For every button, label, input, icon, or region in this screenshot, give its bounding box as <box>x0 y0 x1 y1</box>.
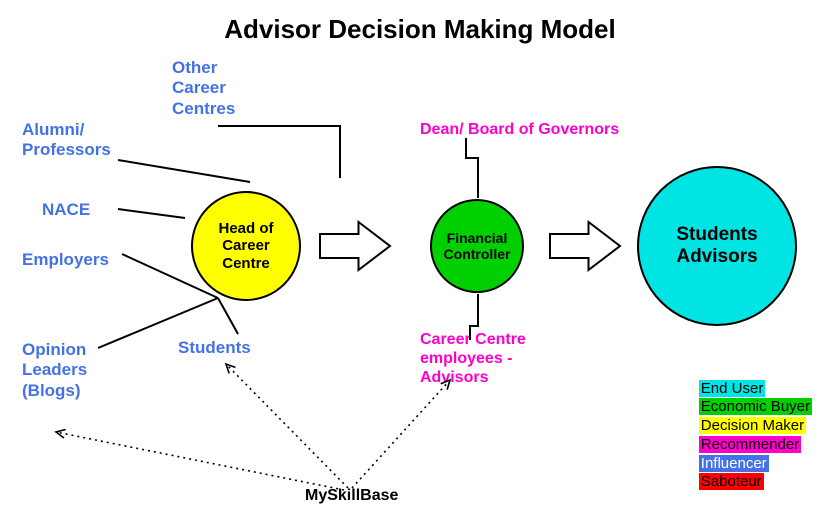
label-cc-employees: Career Centre employees - Advisors <box>420 330 526 388</box>
legend-tag: Recommender <box>699 436 801 453</box>
arrow-2 <box>550 222 620 270</box>
diagram-stage: Advisor Decision Making Model Head of Ca… <box>0 0 840 530</box>
legend-row: Recommender <box>699 436 812 455</box>
dot-to-ccemp <box>352 380 450 488</box>
dot-to-opinion <box>56 432 344 490</box>
economic-buyer-label: Financial Controller <box>432 224 522 268</box>
legend-tag: End User <box>699 380 766 397</box>
label-dean-board: Dean/ Board of Governors <box>420 120 619 139</box>
arrow-1 <box>320 222 390 270</box>
legend: End UserEconomic Buyer Decision Maker Reco… <box>699 380 812 493</box>
legend-tag: Saboteur <box>699 473 764 490</box>
label-nace: NACE <box>42 200 90 220</box>
line-alumni <box>118 160 250 182</box>
legend-row: End User <box>699 380 812 399</box>
label-other-career-centres: Other Career Centres <box>172 58 235 119</box>
page-title: Advisor Decision Making Model <box>0 14 840 45</box>
legend-row: Saboteur <box>699 473 812 492</box>
end-user-circle: Students Advisors <box>637 166 797 326</box>
label-opinion-leaders: Opinion Leaders (Blogs) <box>22 340 87 401</box>
dot-to-students-head <box>226 364 235 373</box>
legend-row: Economic Buyer <box>699 398 812 417</box>
dot-to-opinion-head <box>56 430 66 439</box>
label-myskillbase: MySkillBase <box>305 486 398 505</box>
legend-tag: Economic Buyer <box>699 398 812 415</box>
label-employers: Employers <box>22 250 109 270</box>
decision-maker-circle: Head of Career Centre <box>191 191 301 301</box>
line-students <box>218 298 238 334</box>
line-nace <box>118 209 185 218</box>
legend-tag: Influencer <box>699 455 769 472</box>
economic-buyer-circle: Financial Controller <box>430 199 524 293</box>
line-dean <box>466 138 478 198</box>
label-students: Students <box>178 338 251 358</box>
legend-tag: Decision Maker <box>699 417 806 434</box>
label-alumni-professors: Alumni/ Professors <box>22 120 111 161</box>
legend-row: Decision Maker <box>699 417 812 436</box>
decision-maker-label: Head of Career Centre <box>193 214 299 278</box>
dot-to-students <box>226 364 348 488</box>
end-user-label: Students Advisors <box>639 218 795 274</box>
line-other-centres <box>218 126 340 178</box>
legend-row: Influencer <box>699 455 812 474</box>
